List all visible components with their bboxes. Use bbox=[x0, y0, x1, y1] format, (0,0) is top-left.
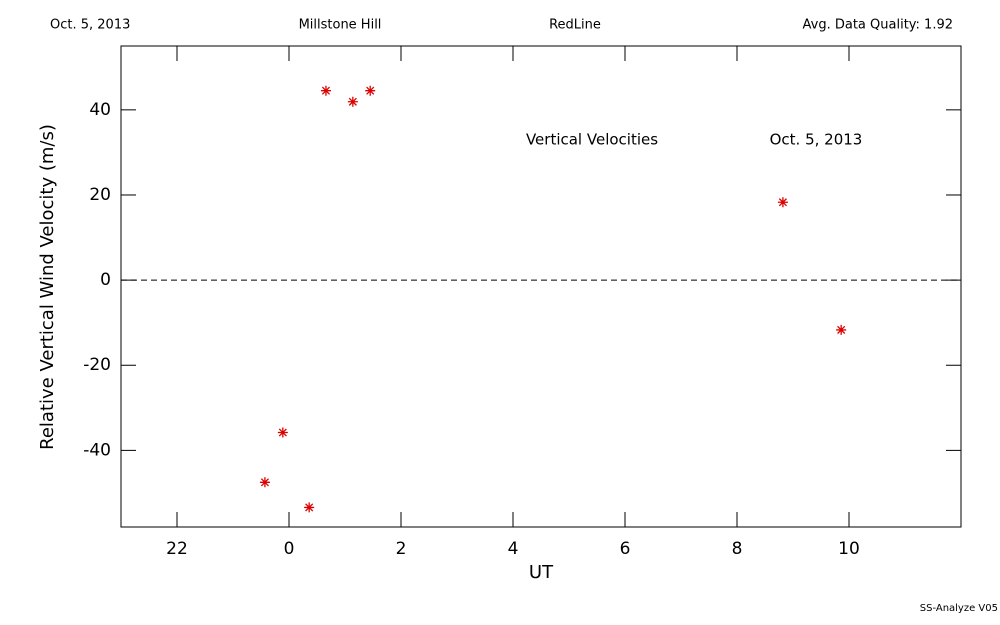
header-site: Millstone Hill bbox=[299, 18, 382, 33]
header-quality: Avg. Data Quality: 1.92 bbox=[803, 18, 953, 33]
data-point bbox=[304, 502, 315, 513]
data-point bbox=[347, 96, 358, 107]
y-tick-label: 0 bbox=[100, 270, 111, 290]
x-axis-label: UT bbox=[529, 562, 554, 583]
y-tick-label: 40 bbox=[89, 100, 111, 120]
data-point bbox=[320, 85, 331, 96]
x-tick-label: 8 bbox=[732, 539, 743, 559]
x-tick-label: 10 bbox=[838, 539, 860, 559]
data-point bbox=[365, 85, 376, 96]
x-tick-label: 2 bbox=[396, 539, 407, 559]
data-point bbox=[277, 427, 288, 438]
x-tick-label: 22 bbox=[166, 539, 188, 559]
y-tick-label: -20 bbox=[83, 355, 111, 375]
data-point bbox=[777, 197, 788, 208]
header-date: Oct. 5, 2013 bbox=[50, 18, 130, 33]
data-point bbox=[259, 477, 270, 488]
footer: SS-Analyze V05 bbox=[920, 603, 998, 614]
x-tick-label: 6 bbox=[620, 539, 631, 559]
plot-frame bbox=[120, 45, 962, 528]
data-point bbox=[836, 324, 847, 335]
y-axis-label: Relative Vertical Wind Velocity (m/s) bbox=[37, 124, 58, 450]
y-tick-label: -40 bbox=[83, 440, 111, 460]
y-tick-label: 20 bbox=[89, 185, 111, 205]
annotation: Oct. 5, 2013 bbox=[770, 131, 863, 149]
header-line: RedLine bbox=[549, 18, 601, 33]
annotation: Vertical Velocities bbox=[526, 131, 658, 149]
x-tick-label: 0 bbox=[284, 539, 295, 559]
x-tick-label: 4 bbox=[508, 539, 519, 559]
